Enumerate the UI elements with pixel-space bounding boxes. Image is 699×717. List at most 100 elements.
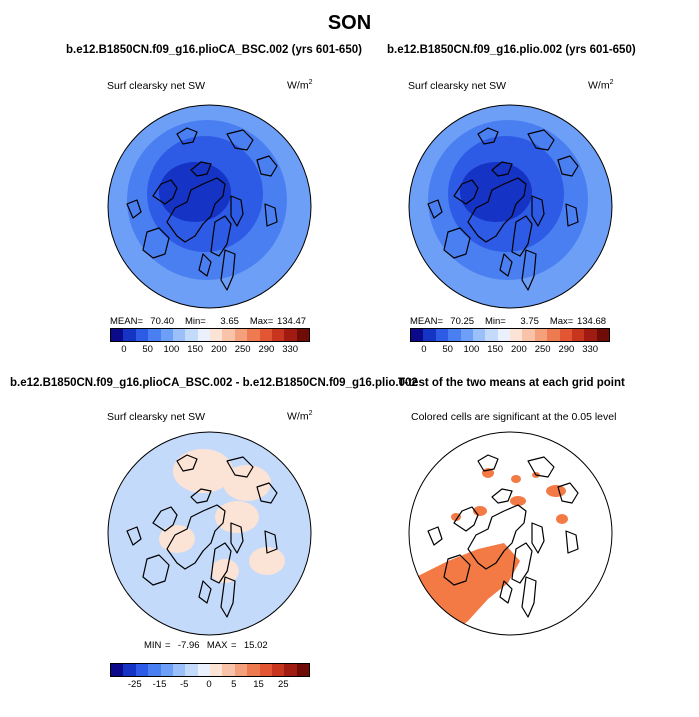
polar-map-bottom-left: [107, 431, 312, 636]
field-center: [159, 162, 231, 222]
coastline: [256, 482, 278, 504]
colorbar-tick-label: -15: [152, 679, 167, 690]
colorbar-swatch: [172, 664, 186, 676]
coastline: [467, 504, 527, 570]
coastline: [511, 542, 533, 584]
coastline: [230, 195, 244, 227]
coastline: [210, 542, 232, 584]
coastline: [152, 506, 178, 532]
units-label-bottom-left: W/m2: [287, 410, 313, 423]
colorbar-ticks-top-right: 0 50 100 150 200 250 290 330: [410, 344, 608, 358]
case-title-top-right: b.e12.B1850CN.f09_g16.plio.002 (yrs 601-…: [387, 44, 636, 56]
colorbar-swatch: [247, 329, 260, 341]
coastline: [477, 127, 499, 145]
colorbar-tick-label: -25: [127, 679, 142, 690]
colorbar-swatch: [571, 329, 585, 341]
colorbar-swatch: [271, 329, 285, 341]
coastline: [499, 253, 513, 277]
significant-cell: [556, 514, 568, 524]
coastline: [521, 576, 537, 618]
diff-positive-area: [159, 525, 195, 553]
coastline: [467, 177, 527, 243]
colorbar-ticks-bottom-left: -25 -15 -5 0 5 15 25: [110, 679, 308, 693]
map-border: [408, 431, 613, 636]
colorbar-swatch: [522, 329, 535, 341]
coastline: [166, 177, 226, 243]
colorbar-swatch: [135, 329, 149, 341]
colorbar-swatch: [510, 329, 523, 341]
coastline: [264, 203, 278, 227]
colorbar-tick-label: 0: [206, 679, 212, 690]
coastline: [190, 161, 212, 177]
coastline: [499, 580, 513, 604]
colorbar-tick-label: 5: [231, 679, 237, 690]
coastline: [531, 195, 545, 227]
colorbar-swatch: [559, 329, 572, 341]
case-title-bottom-right: T-test of the two means at each grid poi…: [398, 377, 625, 389]
coastline: [220, 576, 236, 618]
significant-cell: [510, 496, 526, 506]
coastline: [198, 580, 212, 604]
colorbar-swatch: [259, 664, 272, 676]
colorbar-tick-label: 100: [163, 344, 180, 355]
diff-map-fill: [107, 431, 312, 636]
coastline: [453, 506, 479, 532]
colorbar-swatch: [460, 329, 473, 341]
coastline: [190, 488, 212, 504]
coastline: [427, 199, 443, 219]
coastline: [511, 215, 533, 257]
coastline: [521, 249, 537, 291]
case-title-top-left: b.e12.B1850CN.f09_g16.plioCA_BSC.002 (yr…: [66, 44, 362, 56]
colorbar-swatch: [259, 329, 272, 341]
coastline: [477, 454, 499, 472]
colorbar-tick-label: 250: [234, 344, 251, 355]
coastline: [565, 530, 579, 554]
colorbar-swatch: [284, 664, 297, 676]
map-border: [107, 104, 312, 309]
coastline: [491, 488, 513, 504]
coastline: [230, 522, 244, 554]
units-label-top-left: W/m2: [287, 79, 313, 92]
colorbar-tick-label: 50: [442, 344, 453, 355]
polar-map-top-right: [408, 104, 613, 309]
coastline: [453, 179, 479, 205]
variable-label-bottom-left: Surf clearsky net SW: [107, 411, 206, 423]
coastline: [210, 215, 232, 257]
map-border: [107, 431, 312, 636]
colorbar-swatch: [247, 664, 260, 676]
case-title-bottom-left: b.e12.B1850CN.f09_g16.plioCA_BSC.002 - b…: [10, 377, 418, 389]
colorbar-swatch: [222, 664, 235, 676]
coastline: [427, 526, 443, 546]
colorbar-swatch: [448, 329, 461, 341]
map-border: [408, 104, 613, 309]
colorbar-swatch: [485, 329, 498, 341]
stats-top-right: MEAN= 70.25 Min= 3.75 Max= 134.68: [410, 316, 607, 327]
coastline: [226, 129, 254, 151]
abs-map-fill-top-left: [107, 104, 312, 309]
ttest-map-fill: [408, 431, 613, 636]
colorbar-tick-label: 290: [558, 344, 575, 355]
colorbar-tick-label: 0: [421, 344, 427, 355]
colorbar-top-right: [410, 328, 610, 342]
colorbar-tick-label: 50: [142, 344, 153, 355]
colorbar-swatch: [123, 664, 136, 676]
colorbar-swatch: [210, 664, 223, 676]
colorbar-swatch: [123, 329, 136, 341]
colorbar-swatch: [160, 664, 173, 676]
colorbar-swatch: [423, 329, 436, 341]
coastline: [166, 504, 226, 570]
colorbar-tick-label: 200: [510, 344, 527, 355]
colorbar-swatch: [234, 664, 248, 676]
coastline: [226, 456, 254, 478]
colorbar-swatch: [185, 664, 198, 676]
coastline: [176, 454, 198, 472]
coastline: [491, 161, 513, 177]
colorbar-tick-label: 0: [121, 344, 127, 355]
colorbar-swatch: [111, 664, 124, 676]
coastline: [142, 227, 170, 259]
diff-positive-area: [211, 559, 239, 583]
diff-positive-area: [215, 501, 259, 533]
colorbar-swatch: [222, 329, 235, 341]
colorbar-bottom-left: [110, 663, 310, 677]
colorbar-tick-label: 150: [187, 344, 204, 355]
